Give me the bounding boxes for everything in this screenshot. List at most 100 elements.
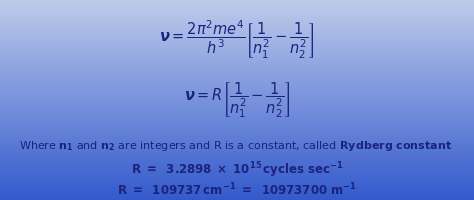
Text: $\mathbf{R\ =\ \ 109737\,cm^{-1}\ =\ \ 10973700\ m^{-1}}$: $\mathbf{R\ =\ \ 109737\,cm^{-1}\ =\ \ 1…: [117, 181, 357, 197]
Bar: [0, 152, 474, 153]
Bar: [0, 65, 474, 66]
Bar: [0, 162, 474, 163]
Bar: [0, 98, 474, 99]
Bar: [0, 174, 474, 175]
Bar: [0, 116, 474, 117]
Bar: [0, 191, 474, 192]
Bar: [0, 121, 474, 122]
Bar: [0, 57, 474, 58]
Bar: [0, 77, 474, 78]
Bar: [0, 188, 474, 189]
Bar: [0, 7, 474, 8]
Bar: [0, 195, 474, 196]
Bar: [0, 88, 474, 89]
Bar: [0, 163, 474, 164]
Bar: [0, 34, 474, 35]
Bar: [0, 187, 474, 188]
Bar: [0, 171, 474, 172]
Bar: [0, 91, 474, 92]
Bar: [0, 182, 474, 183]
Bar: [0, 117, 474, 118]
Bar: [0, 46, 474, 47]
Bar: [0, 122, 474, 123]
Bar: [0, 44, 474, 45]
Bar: [0, 93, 474, 94]
Bar: [0, 124, 474, 125]
Bar: [0, 58, 474, 59]
Bar: [0, 111, 474, 112]
Bar: [0, 130, 474, 131]
Bar: [0, 108, 474, 109]
Bar: [0, 95, 474, 96]
Bar: [0, 21, 474, 22]
Bar: [0, 196, 474, 197]
Bar: [0, 53, 474, 54]
Bar: [0, 159, 474, 160]
Bar: [0, 164, 474, 165]
Bar: [0, 176, 474, 177]
Bar: [0, 27, 474, 28]
Bar: [0, 23, 474, 24]
Bar: [0, 63, 474, 64]
Bar: [0, 74, 474, 75]
Bar: [0, 112, 474, 113]
Bar: [0, 24, 474, 25]
Bar: [0, 173, 474, 174]
Bar: [0, 101, 474, 102]
Bar: [0, 184, 474, 185]
Bar: [0, 62, 474, 63]
Bar: [0, 26, 474, 27]
Bar: [0, 33, 474, 34]
Bar: [0, 40, 474, 41]
Bar: [0, 56, 474, 57]
Bar: [0, 158, 474, 159]
Bar: [0, 197, 474, 198]
Bar: [0, 103, 474, 104]
Bar: [0, 30, 474, 31]
Bar: [0, 175, 474, 176]
Bar: [0, 69, 474, 70]
Bar: [0, 148, 474, 149]
Bar: [0, 61, 474, 62]
Bar: [0, 4, 474, 5]
Bar: [0, 179, 474, 180]
Bar: [0, 157, 474, 158]
Bar: [0, 99, 474, 100]
Bar: [0, 78, 474, 79]
Text: Where $\mathbf{n_1}$ and $\mathbf{n_2}$ are integers and R is a constant, called: Where $\mathbf{n_1}$ and $\mathbf{n_2}$ …: [19, 138, 452, 152]
Bar: [0, 104, 474, 105]
Bar: [0, 5, 474, 6]
Bar: [0, 100, 474, 101]
Bar: [0, 140, 474, 141]
Bar: [0, 29, 474, 30]
Bar: [0, 97, 474, 98]
Bar: [0, 146, 474, 147]
Text: $\boldsymbol{\nu} = \dfrac{2\pi^2 me^4}{h^3}\left[\dfrac{1}{n_1^2} - \dfrac{1}{n: $\boldsymbol{\nu} = \dfrac{2\pi^2 me^4}{…: [159, 19, 315, 61]
Bar: [0, 109, 474, 110]
Bar: [0, 106, 474, 107]
Bar: [0, 151, 474, 152]
Bar: [0, 12, 474, 13]
Bar: [0, 47, 474, 48]
Bar: [0, 114, 474, 115]
Bar: [0, 180, 474, 181]
Bar: [0, 81, 474, 82]
Bar: [0, 126, 474, 127]
Bar: [0, 134, 474, 135]
Bar: [0, 64, 474, 65]
Bar: [0, 94, 474, 95]
Bar: [0, 105, 474, 106]
Bar: [0, 135, 474, 136]
Bar: [0, 143, 474, 144]
Bar: [0, 153, 474, 154]
Bar: [0, 183, 474, 184]
Bar: [0, 71, 474, 72]
Bar: [0, 11, 474, 12]
Bar: [0, 68, 474, 69]
Bar: [0, 102, 474, 103]
Bar: [0, 199, 474, 200]
Bar: [0, 149, 474, 150]
Bar: [0, 198, 474, 199]
Bar: [0, 89, 474, 90]
Bar: [0, 76, 474, 77]
